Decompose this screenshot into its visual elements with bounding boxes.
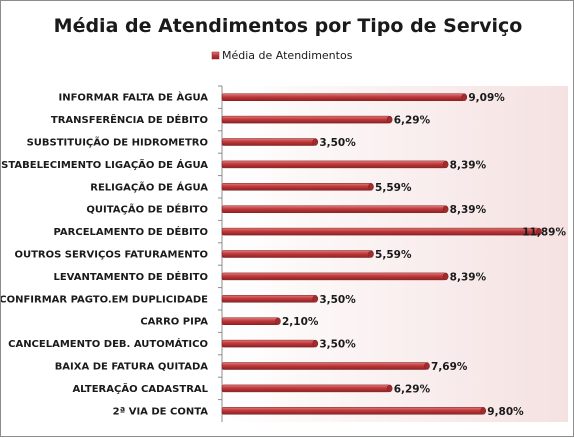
data-label: 11,89% <box>522 227 566 239</box>
bar-end-cap <box>536 227 542 236</box>
legend-label: Média de Atendimentos <box>222 49 353 62</box>
category-label: INFORMAR FALTA DE ÀGUA <box>58 91 208 104</box>
bar-end-cap <box>461 93 468 101</box>
chart-title: Média de Atendimentos por Tipo de Serviç… <box>54 15 523 37</box>
bar <box>221 250 372 258</box>
category-label: RELIGAÇÃO DE ÁGUA <box>90 180 208 193</box>
data-label: 3,50% <box>319 294 356 306</box>
category-label: TRANSFERÊNCIA DE DÉBITO <box>51 113 208 126</box>
data-label: 6,29% <box>394 115 431 127</box>
category-label: QUITAÇÃO DE DÉBITO <box>86 203 208 216</box>
bar-end-cap <box>312 138 319 146</box>
legend: Média de Atendimentos <box>211 49 353 62</box>
data-label: 9,09% <box>468 92 505 104</box>
data-label: 3,50% <box>319 137 356 149</box>
bar-end-cap <box>386 115 393 124</box>
bar-end-cap <box>480 407 487 415</box>
data-label: 8,39% <box>450 271 487 283</box>
bar <box>221 138 316 146</box>
bar <box>221 183 372 191</box>
category-label: OUTROS SERVIÇOS FATURAMENTO <box>14 250 208 261</box>
bar-end-cap <box>368 183 374 191</box>
bar-end-cap <box>442 272 449 281</box>
bar-end-cap <box>442 160 449 169</box>
bar <box>221 205 446 213</box>
bar-end-cap <box>312 339 319 348</box>
category-label: CANCELAMENTO DEB. AUTOMÁTICO <box>8 337 208 350</box>
bar <box>221 339 316 348</box>
category-label: 2ª VIA DE CONTA <box>113 406 209 417</box>
category-label: CARRO PIPA <box>140 317 208 328</box>
data-label: 5,59% <box>375 249 412 261</box>
data-label: 9,80% <box>487 406 524 418</box>
legend-swatch <box>211 51 220 60</box>
data-label: 3,50% <box>319 339 356 351</box>
bar <box>221 362 428 370</box>
bar-end-cap <box>386 384 393 393</box>
data-label: 8,39% <box>450 159 487 171</box>
bar <box>221 272 446 281</box>
bar <box>221 407 484 415</box>
category-label: RESTABELECIMENTO LIGAÇÃO DE ÁGUA <box>1 158 208 171</box>
category-label: LEVANTAMENTO DE DÉBITO <box>53 270 208 283</box>
bar <box>221 384 390 393</box>
bar-end-cap <box>424 362 430 370</box>
bar-end-cap <box>368 250 374 258</box>
bar <box>221 93 465 101</box>
bar-end-cap <box>312 295 319 303</box>
data-label: 5,59% <box>375 182 412 194</box>
category-label: BAIXA DE FATURA QUITADA <box>55 362 209 373</box>
category-label: PARCELAMENTO DE DÉBITO <box>54 225 209 238</box>
bar <box>221 115 390 124</box>
category-label: SUBSTITUIÇÃO DE HIDROMETRO <box>27 136 208 149</box>
data-label: 7,69% <box>431 361 468 373</box>
bar <box>221 160 446 169</box>
data-label: 2,10% <box>282 316 319 328</box>
bar <box>221 295 316 303</box>
category-label: CONFIRMAR PAGTO.EM DUPLICIDADE <box>1 294 208 305</box>
category-label: ALTERAÇÃO CADASTRAL <box>72 382 208 395</box>
bars: INFORMAR FALTA DE ÀGUA 9,09% TRANSFERÊNCIA… <box>1 85 566 418</box>
data-label: 8,39% <box>450 204 487 216</box>
bar <box>221 227 540 236</box>
bar <box>221 317 279 325</box>
bar-end-cap <box>275 317 281 325</box>
bar-end-cap <box>442 205 449 213</box>
data-label: 6,29% <box>394 383 431 395</box>
